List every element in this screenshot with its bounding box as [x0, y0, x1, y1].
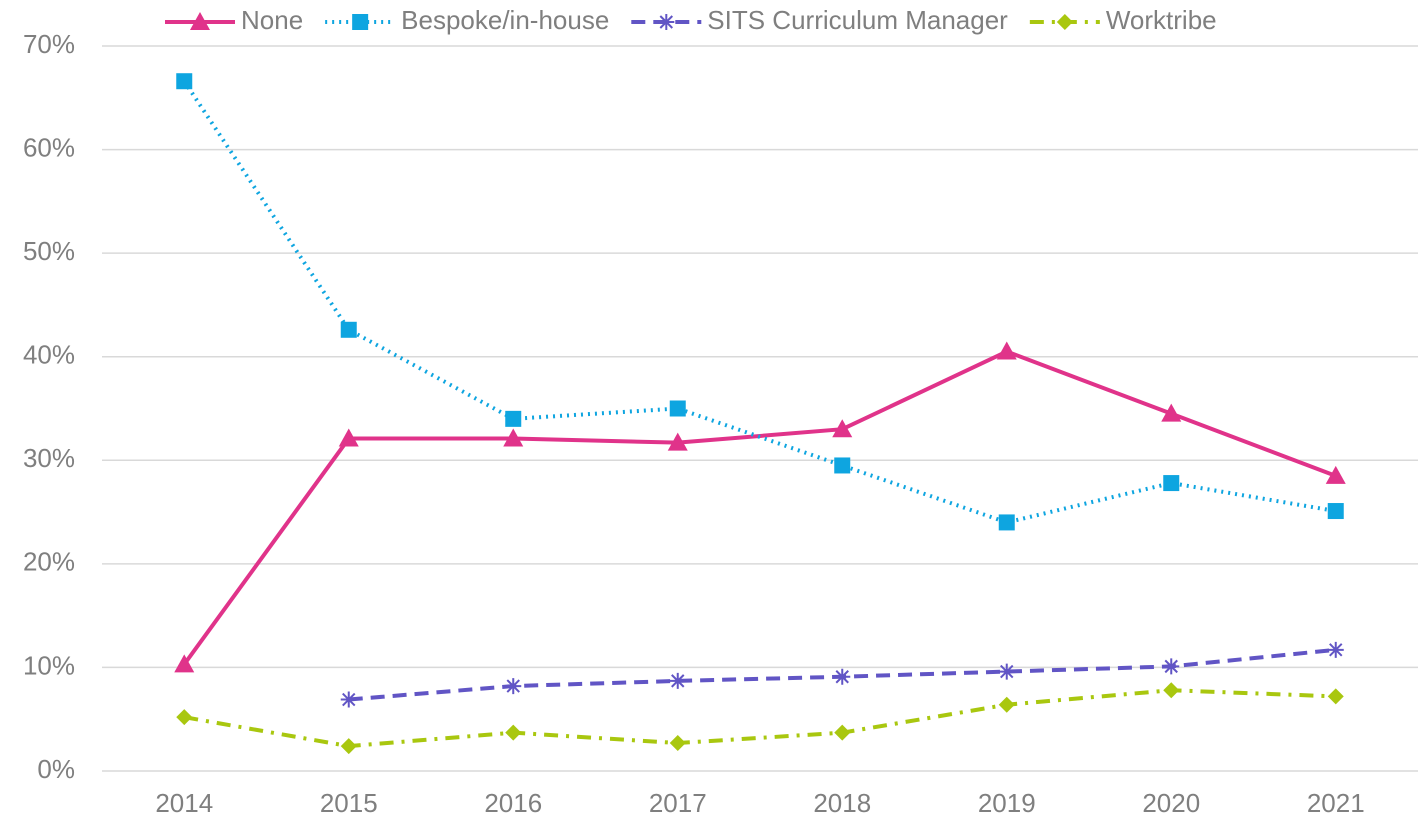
y-tick-label: 10%: [23, 650, 75, 680]
marker: [998, 663, 1015, 680]
marker: [1327, 641, 1344, 658]
x-tick-label: 2014: [155, 788, 213, 818]
series-line: [183, 688, 1336, 749]
legend-label: Bespoke/in-house: [401, 5, 609, 35]
marker: [667, 432, 688, 451]
marker: [174, 654, 195, 673]
x-tick-label: 2020: [1142, 788, 1200, 818]
y-tick-label: 50%: [23, 236, 75, 266]
marker: [832, 419, 853, 438]
marker: [834, 457, 851, 474]
marker: [505, 410, 522, 427]
x-tick-label: 2021: [1307, 788, 1365, 818]
y-tick-label: 60%: [23, 132, 75, 162]
marker: [340, 321, 357, 338]
marker: [1056, 14, 1073, 30]
legend-label: None: [241, 5, 303, 35]
marker: [998, 514, 1015, 531]
y-tick-label: 20%: [23, 547, 75, 577]
y-tick-label: 70%: [23, 29, 75, 59]
marker: [340, 738, 357, 755]
marker: [503, 428, 524, 447]
marker: [658, 14, 675, 30]
x-tick-label: 2017: [649, 788, 707, 818]
y-tick-label: 30%: [23, 443, 75, 473]
y-tick-label: 0%: [37, 754, 75, 784]
marker: [834, 724, 851, 741]
marker: [176, 709, 193, 726]
marker: [505, 724, 522, 741]
marker: [1325, 465, 1346, 484]
marker: [190, 12, 210, 30]
marker: [998, 696, 1015, 713]
marker: [669, 672, 686, 689]
marker: [338, 428, 359, 447]
marker: [996, 341, 1017, 360]
marker: [669, 735, 686, 752]
x-tick-label: 2015: [320, 788, 378, 818]
marker: [1161, 403, 1182, 422]
y-tick-label: 40%: [23, 340, 75, 370]
series-line: [182, 349, 1337, 666]
marker: [1327, 503, 1344, 520]
marker: [1163, 682, 1180, 699]
marker: [669, 400, 686, 417]
legend-label: Worktribe: [1106, 5, 1217, 35]
marker: [352, 14, 369, 30]
x-tick-label: 2019: [978, 788, 1036, 818]
marker: [1163, 658, 1180, 675]
x-tick-label: 2018: [813, 788, 871, 818]
legend-label: SITS Curriculum Manager: [707, 5, 1008, 35]
marker: [340, 691, 357, 708]
marker: [834, 668, 851, 685]
marker: [505, 678, 522, 695]
series-line: [182, 80, 1337, 525]
marker: [1327, 688, 1344, 705]
marker: [176, 73, 193, 90]
x-tick-label: 2016: [484, 788, 542, 818]
marker: [1163, 475, 1180, 492]
